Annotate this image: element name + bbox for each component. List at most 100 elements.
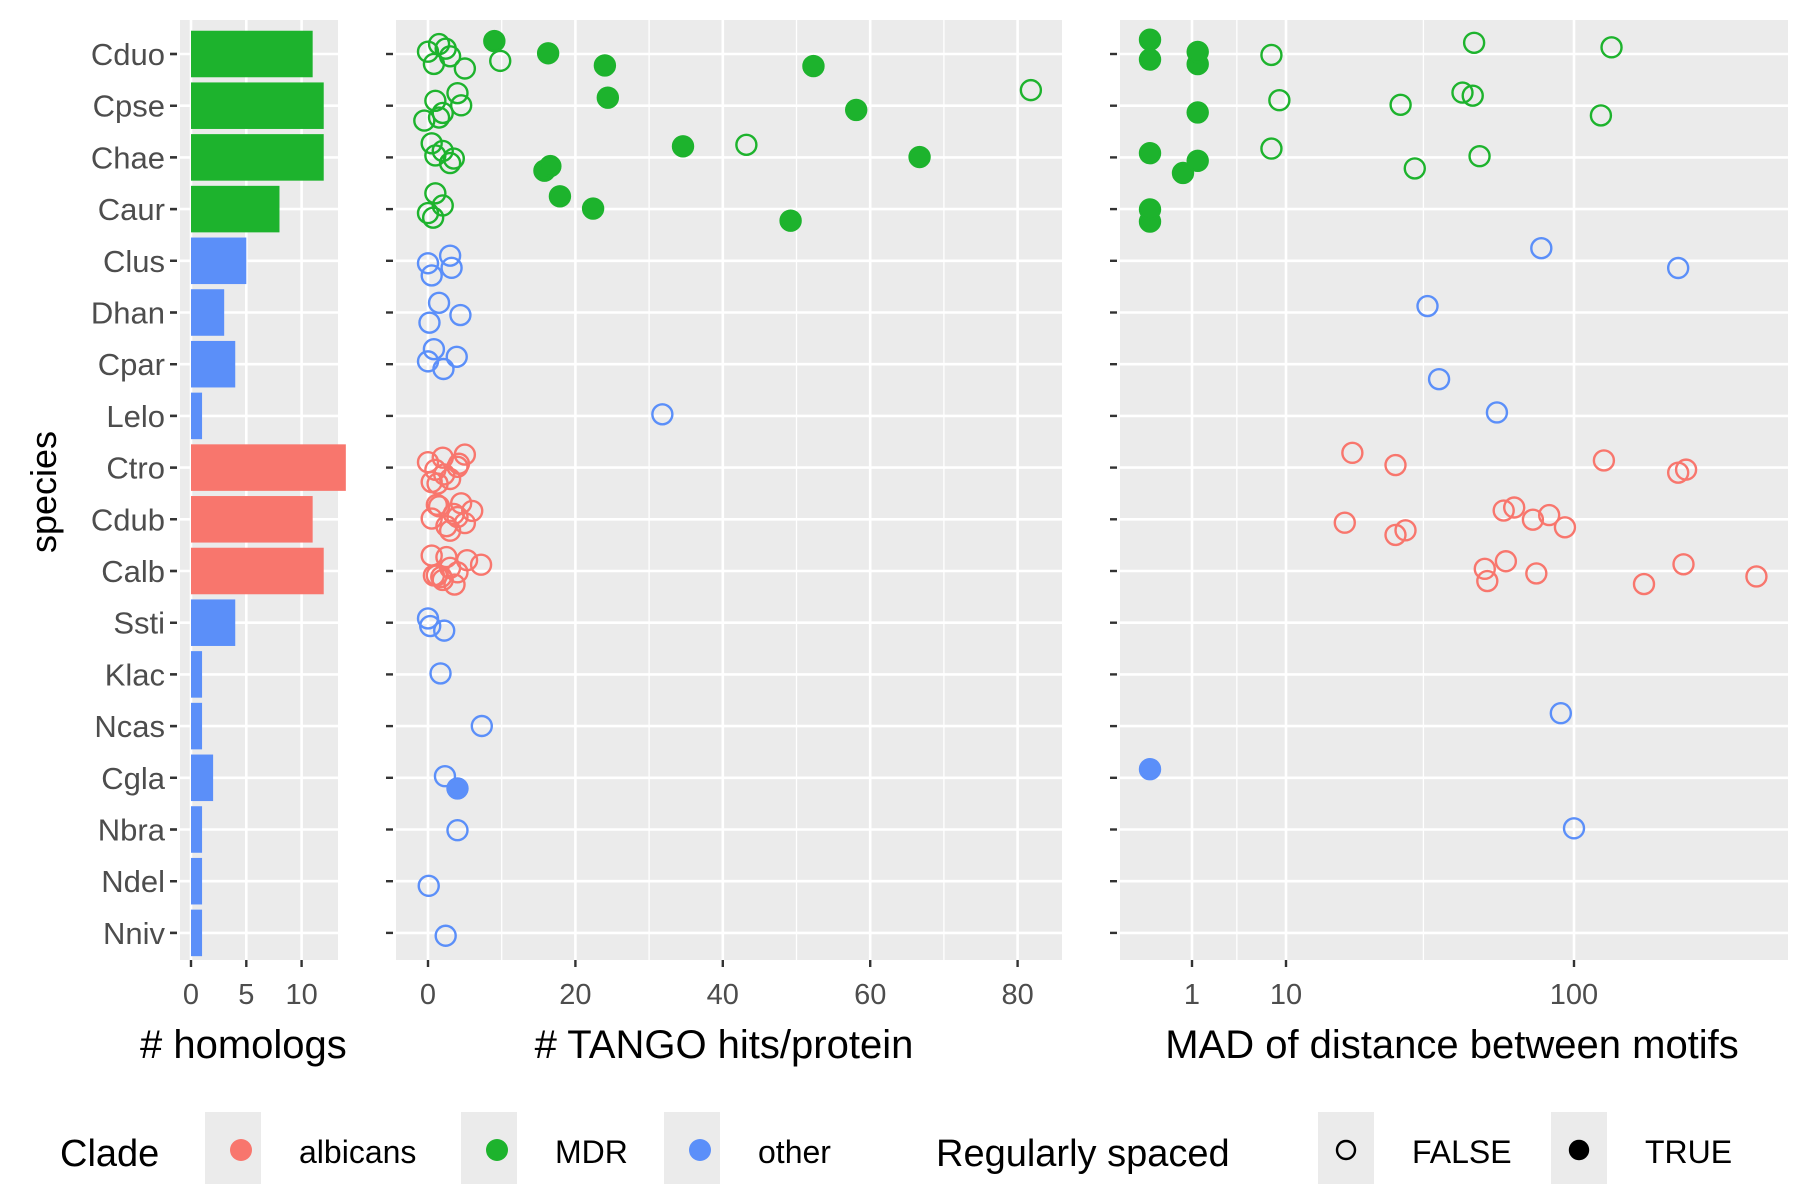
tango-point-calb <box>469 553 493 576</box>
species-label-ctro: Ctro <box>106 451 165 486</box>
tango-point-clus <box>440 256 463 280</box>
legend-title-regularly-spaced: Regularly spaced <box>936 1133 1230 1175</box>
mad-point-cduo <box>1600 36 1623 59</box>
homologs-tick-label: 0 <box>183 979 199 1011</box>
species-label-ncas: Ncas <box>94 709 165 744</box>
tango-point-clus <box>438 244 462 267</box>
mad-point-chae <box>1403 157 1426 180</box>
legend-title-clade: Clade <box>60 1133 159 1175</box>
species-label-ndel: Ndel <box>101 864 165 899</box>
mad-point-chae <box>1138 141 1162 165</box>
mad-point-chae <box>1260 137 1283 160</box>
tango-tick-label: 40 <box>707 979 739 1011</box>
bar-klac <box>191 651 203 698</box>
tango-point-caur <box>421 206 445 229</box>
mad-point-cpse <box>1186 101 1209 124</box>
legend-label-mdr: MDR <box>555 1134 628 1170</box>
mad-point-cduo <box>1186 40 1209 64</box>
tango-point-clus <box>416 252 440 275</box>
tango-point-cduo <box>802 54 825 78</box>
tango-point-chae <box>735 133 758 157</box>
species-label-calb: Calb <box>101 554 165 589</box>
tango-point-cpse <box>431 101 454 125</box>
tango-point-cpse <box>1019 78 1043 102</box>
tango-point-klac <box>429 662 452 685</box>
bar-ssti <box>191 599 236 646</box>
tango-point-cdub <box>446 505 469 529</box>
mad-point-cdub <box>1492 499 1515 522</box>
tango-point-calb <box>430 565 453 589</box>
tango-point-caur <box>581 197 605 220</box>
tango-point-caur <box>548 185 572 208</box>
species-label-caur: Caur <box>98 192 165 227</box>
mad-point-chae <box>1186 149 1209 172</box>
tango-tick-label: 0 <box>420 979 436 1011</box>
mad-point-cpse <box>1461 84 1484 107</box>
homologs-tick-label: 5 <box>238 979 254 1011</box>
species-label-lelo: Lelo <box>106 399 165 434</box>
mad-point-chae <box>1468 145 1491 168</box>
mad-point-calb <box>1473 557 1496 581</box>
tango-background <box>396 20 1062 960</box>
tango-point-cpse <box>424 89 447 112</box>
bar-clus <box>191 237 247 285</box>
mad-point-cdub <box>1503 496 1526 519</box>
mad-point-chae <box>1171 161 1195 185</box>
tango-point-cduo <box>536 42 560 65</box>
tango-point-cpse <box>449 94 473 117</box>
bar-calb <box>191 547 324 595</box>
bar-cpar <box>191 340 236 388</box>
mad-point-cdub <box>1394 519 1417 542</box>
species-label-cduo: Cduo <box>91 37 165 72</box>
legend-shape-true <box>1568 1139 1590 1161</box>
tango-tick-label: 60 <box>854 979 886 1011</box>
tango-point-chae <box>442 147 465 170</box>
bar-cpse <box>191 82 324 129</box>
mad-point-cdub <box>1521 508 1545 531</box>
species-label-chae: Chae <box>91 140 165 175</box>
tango-point-calb <box>422 564 446 587</box>
mad-point-calb <box>1632 572 1656 596</box>
tango-point-chae <box>420 132 443 155</box>
bar-cduo <box>191 30 313 78</box>
tango-point-dhan <box>427 291 451 315</box>
tango-point-dhan <box>449 303 472 327</box>
mad-point-ctro <box>1384 453 1407 477</box>
bar-caur <box>191 185 280 233</box>
legend-swatch-albicans <box>230 1139 252 1161</box>
tango-point-cduo <box>434 37 457 60</box>
tango-point-chae <box>539 154 562 178</box>
mad-point-clus <box>1530 236 1553 260</box>
mad-tick-label: 100 <box>1550 979 1598 1011</box>
tango-point-ncas <box>470 714 494 738</box>
legend-key-false <box>1318 1112 1374 1184</box>
species-label-cdub: Cdub <box>91 502 165 537</box>
bar-cgla <box>191 754 214 802</box>
tango-point-ssti <box>419 614 442 638</box>
tango-point-caur <box>424 182 447 205</box>
mad-point-caur <box>1138 198 1162 221</box>
legend-shape-false <box>1335 1139 1357 1161</box>
tango-point-cgla <box>446 777 469 800</box>
x-axis-title-tango: # TANGO hits/protein <box>535 1023 914 1067</box>
bar-dhan <box>191 289 225 336</box>
bar-cdub <box>191 496 313 543</box>
mad-point-cdub <box>1553 516 1577 539</box>
mad-point-calb <box>1672 553 1695 576</box>
tango-point-cpse <box>413 109 436 132</box>
species-label-ssti: Ssti <box>113 606 165 641</box>
mad-point-cpar <box>1427 367 1451 391</box>
legend-swatch-other <box>689 1139 711 1161</box>
legend-label-other: other <box>758 1134 831 1170</box>
tango-point-cduo <box>453 57 477 80</box>
tango-point-chae <box>908 145 931 169</box>
legend-label-true: TRUE <box>1645 1134 1732 1170</box>
tango-point-dhan <box>418 311 441 334</box>
mad-point-cpse <box>1389 93 1412 117</box>
mad-point-calb <box>1745 565 1768 588</box>
tango-point-cpar <box>422 337 446 361</box>
mad-point-cdub <box>1333 511 1356 534</box>
bar-nbra <box>191 806 203 853</box>
bar-ncas <box>191 702 203 750</box>
tango-point-cpar <box>445 345 468 369</box>
